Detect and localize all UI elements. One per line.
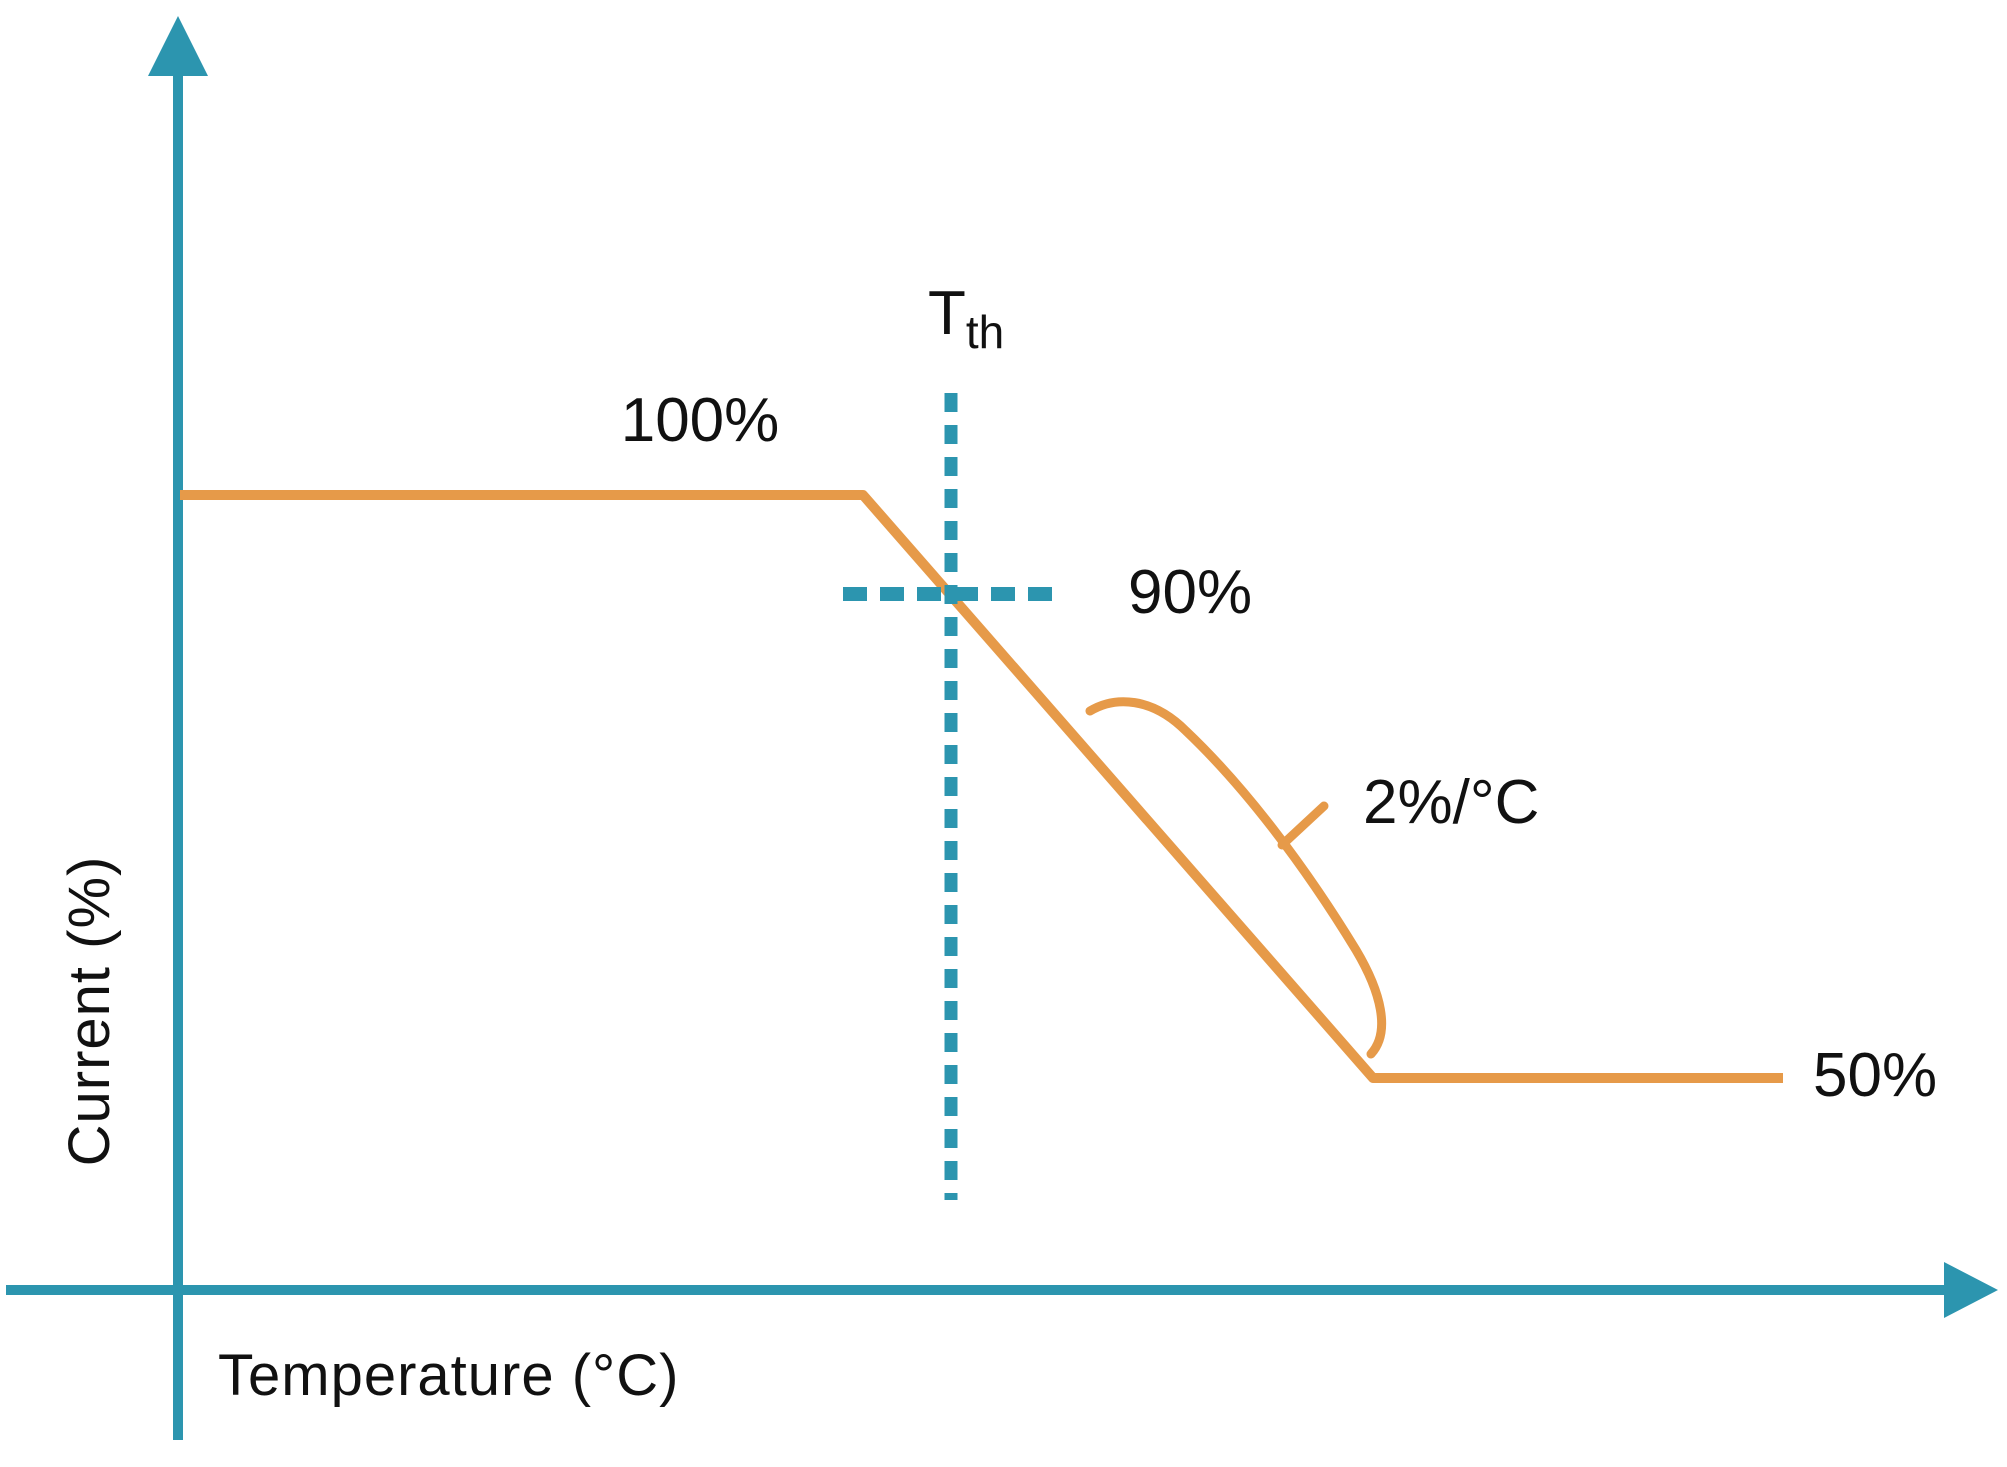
- x-axis-title: Temperature (°C): [218, 1343, 680, 1408]
- derating-curve: [180, 490, 1783, 1083]
- label-100-percent: 100%: [620, 386, 780, 455]
- slope-callout-brace: [1085, 697, 1387, 1059]
- y-axis-arrowhead-icon: [148, 16, 208, 76]
- threshold-symbol: T: [928, 279, 966, 348]
- label-90-percent: 90%: [1128, 558, 1253, 627]
- slope-callout-tick: [1277, 801, 1329, 850]
- label-slope-rate: 2%/°C: [1363, 768, 1540, 837]
- x-axis-arrowhead-icon: [1944, 1262, 1998, 1318]
- threshold-subscript: th: [965, 306, 1005, 358]
- label-50-percent: 50%: [1813, 1041, 1938, 1110]
- y-axis-title: Current (%): [57, 855, 122, 1167]
